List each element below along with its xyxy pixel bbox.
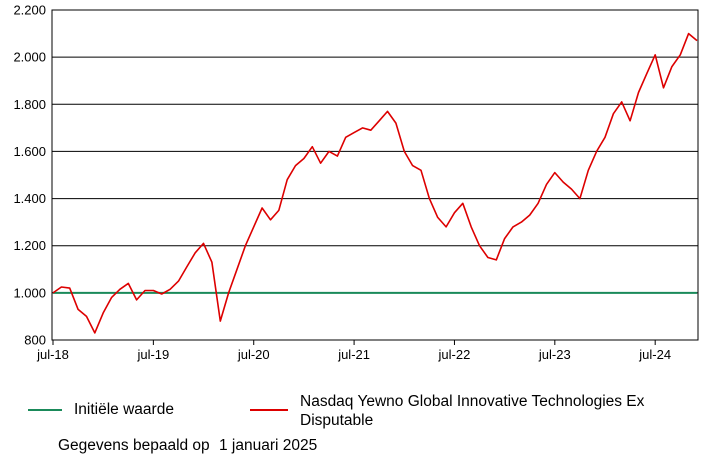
x-tick-label: jul-18 [36, 347, 69, 362]
y-tick-label: 800 [24, 333, 46, 348]
data-date-note: Gegevens bepaald op 1 januari 2025 [58, 437, 322, 455]
x-tick-label: jul-23 [538, 347, 571, 362]
plot-frame [51, 9, 699, 341]
legend-label-index: Nasdaq Yewno Global Innovative Technolog… [300, 393, 645, 429]
x-tick-label: jul-24 [638, 347, 671, 362]
y-tick-label: 1.400 [13, 191, 46, 206]
y-tick-label: 1.200 [13, 238, 46, 253]
x-tick-label: jul-20 [237, 347, 270, 362]
y-tick-label: 2.200 [13, 3, 46, 18]
x-tick-label: jul-22 [438, 347, 471, 362]
legend-swatch-initial-value [28, 409, 62, 411]
series-line-index [52, 32, 698, 334]
legend-swatch-index [250, 409, 288, 411]
legend-label-initial-value: Initiële waarde [74, 401, 174, 418]
y-tick-label: 1.000 [13, 285, 46, 300]
data-date-value: 1 januari 2025 [219, 437, 318, 454]
y-tick-label: 2.000 [13, 50, 46, 65]
y-tick-label: 1.800 [13, 97, 46, 112]
x-tick-label: jul-19 [136, 347, 169, 362]
data-date-prefix: Gegevens bepaald op [58, 437, 210, 454]
y-tick-label: 1.600 [13, 144, 46, 159]
x-tick-label: jul-21 [337, 347, 370, 362]
